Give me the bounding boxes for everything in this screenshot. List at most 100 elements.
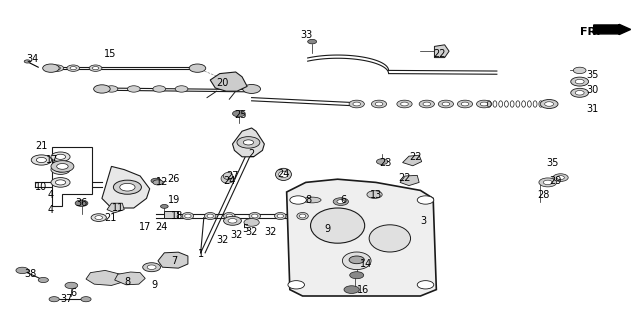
Text: 38: 38 <box>24 268 36 279</box>
Circle shape <box>288 281 304 289</box>
Circle shape <box>573 67 586 74</box>
Ellipse shape <box>223 172 233 180</box>
Circle shape <box>353 102 361 106</box>
Text: FR.: FR. <box>580 27 600 37</box>
Circle shape <box>350 272 364 279</box>
Circle shape <box>228 219 237 223</box>
Text: 37: 37 <box>61 294 73 304</box>
Circle shape <box>244 219 259 226</box>
Text: 3: 3 <box>420 216 427 226</box>
Polygon shape <box>400 175 419 186</box>
Circle shape <box>24 60 31 63</box>
Circle shape <box>113 180 141 194</box>
Circle shape <box>349 100 364 108</box>
Circle shape <box>375 102 383 106</box>
Circle shape <box>75 200 88 206</box>
Circle shape <box>89 65 102 71</box>
Circle shape <box>290 196 306 204</box>
Text: 20: 20 <box>217 78 229 88</box>
Text: 19: 19 <box>168 195 180 205</box>
Text: 23: 23 <box>380 158 392 168</box>
Circle shape <box>316 218 334 227</box>
Ellipse shape <box>185 214 191 218</box>
Circle shape <box>423 102 431 106</box>
Polygon shape <box>158 252 188 268</box>
Text: 7: 7 <box>171 256 177 266</box>
Circle shape <box>571 77 589 86</box>
Circle shape <box>143 263 161 272</box>
Ellipse shape <box>322 214 328 218</box>
Circle shape <box>57 164 68 169</box>
Ellipse shape <box>303 197 321 203</box>
Circle shape <box>153 180 163 185</box>
Ellipse shape <box>319 212 331 220</box>
Circle shape <box>175 86 188 92</box>
Circle shape <box>51 165 70 174</box>
Text: 32: 32 <box>245 227 257 237</box>
Polygon shape <box>107 203 124 213</box>
Circle shape <box>545 102 554 106</box>
Circle shape <box>540 100 558 108</box>
Circle shape <box>161 204 168 208</box>
Text: 17: 17 <box>139 222 151 232</box>
Polygon shape <box>86 270 124 285</box>
Text: 22: 22 <box>398 172 411 183</box>
Text: 30: 30 <box>586 84 598 95</box>
Circle shape <box>237 137 260 148</box>
Ellipse shape <box>249 212 261 220</box>
Text: 8: 8 <box>125 276 131 287</box>
Text: 21: 21 <box>104 212 116 223</box>
Circle shape <box>91 214 106 221</box>
Text: 32: 32 <box>264 227 276 237</box>
Circle shape <box>419 100 434 108</box>
Text: 27: 27 <box>226 171 239 181</box>
Text: 29: 29 <box>549 176 561 186</box>
Text: 18: 18 <box>171 211 183 221</box>
Text: 14: 14 <box>360 259 372 269</box>
Text: 9: 9 <box>152 280 158 290</box>
Text: 24: 24 <box>277 169 289 180</box>
Text: 22: 22 <box>410 152 422 162</box>
Text: 6: 6 <box>70 288 76 298</box>
Text: 15: 15 <box>104 49 116 60</box>
Ellipse shape <box>297 212 308 220</box>
Text: 8: 8 <box>306 195 312 205</box>
Circle shape <box>575 91 584 95</box>
Circle shape <box>55 167 66 172</box>
Circle shape <box>127 86 140 92</box>
Circle shape <box>81 297 91 302</box>
Ellipse shape <box>224 212 235 220</box>
Text: 26: 26 <box>167 174 179 184</box>
Ellipse shape <box>310 208 364 243</box>
Text: 28: 28 <box>537 190 549 200</box>
Polygon shape <box>233 128 264 157</box>
Text: 4: 4 <box>48 204 54 215</box>
Circle shape <box>417 281 434 289</box>
Circle shape <box>442 102 450 106</box>
Circle shape <box>557 176 564 180</box>
Ellipse shape <box>252 214 258 218</box>
Circle shape <box>92 67 99 70</box>
Ellipse shape <box>204 212 216 220</box>
Ellipse shape <box>275 212 286 220</box>
Circle shape <box>67 65 80 71</box>
Polygon shape <box>287 179 436 296</box>
Text: 36: 36 <box>75 198 87 208</box>
Ellipse shape <box>277 214 283 218</box>
Circle shape <box>371 100 387 108</box>
Ellipse shape <box>369 225 410 252</box>
Text: 35: 35 <box>547 158 559 168</box>
Polygon shape <box>102 166 150 208</box>
Text: 9: 9 <box>325 224 331 234</box>
Text: 21: 21 <box>35 140 47 151</box>
Circle shape <box>553 174 568 181</box>
Text: 32: 32 <box>217 235 229 245</box>
Text: 17: 17 <box>46 155 58 165</box>
Circle shape <box>376 159 388 164</box>
Circle shape <box>575 79 584 84</box>
Text: 1: 1 <box>197 249 204 260</box>
Polygon shape <box>210 72 247 91</box>
Circle shape <box>543 180 552 185</box>
FancyArrow shape <box>594 24 631 35</box>
Ellipse shape <box>182 212 194 220</box>
